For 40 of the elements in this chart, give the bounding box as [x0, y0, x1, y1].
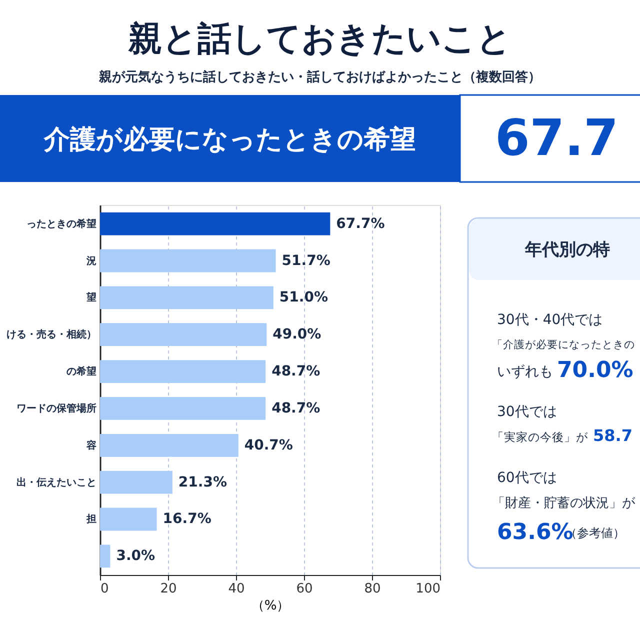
data-label: 21.3%	[178, 474, 227, 490]
x-tick-label: 60	[296, 582, 313, 596]
text: 介護が必要になったときの希望	[43, 125, 416, 155]
x-axis-title: （%）	[251, 598, 290, 614]
data-label: 48.7%	[272, 364, 320, 380]
y-tick-label: ける・売る・相続）	[6, 328, 96, 341]
text: いずれも	[497, 364, 553, 380]
data-label: 49.0%	[272, 326, 322, 343]
text: 58.7	[593, 426, 632, 445]
y-tick-label: 担	[86, 513, 96, 526]
data-label: 67.7%	[336, 216, 385, 232]
x-tick-label: 100	[416, 582, 440, 596]
y-tick-label: の希望	[66, 366, 96, 378]
text: 30代・40代では	[497, 312, 603, 328]
y-tick-label: ワードの保管場所	[16, 402, 96, 414]
data-label: 40.7%	[244, 437, 293, 454]
x-tick-label: 0	[100, 582, 109, 596]
text: 30代では	[497, 404, 557, 420]
chart-title: 親と話しておきたいこと	[128, 19, 512, 59]
y-tick-label: ったときの希望	[26, 218, 96, 230]
chart-subtitle: 親が元気なうちに話しておきたい・話しておけばよかったこと（複数回答）	[98, 69, 541, 85]
text: 年代別の特	[524, 240, 610, 260]
data-label: 48.7%	[272, 400, 320, 416]
x-tick-label: 20	[160, 582, 177, 596]
x-tick-label: 40	[228, 582, 245, 596]
text: 「実家の今後」が	[492, 430, 589, 444]
text: 60代では	[497, 470, 557, 486]
data-label: 51.7%	[282, 252, 330, 269]
text: 70.0%	[557, 358, 634, 383]
y-tick-label: 望	[86, 292, 96, 304]
text: 「財産・貯蓄の状況」が	[492, 495, 636, 511]
text: 67.7	[495, 109, 618, 167]
y-tick-label: 出・伝えたいこと	[16, 476, 96, 488]
x-tick-label: 80	[364, 582, 381, 596]
y-tick-label: 容	[86, 439, 96, 452]
data-label: 3.0%	[116, 548, 156, 564]
data-label: 51.0%	[279, 290, 328, 306]
text: 「介護が必要になったときの	[492, 338, 635, 351]
y-tick-label: 況	[86, 254, 96, 267]
data-label: 16.7%	[162, 511, 212, 528]
